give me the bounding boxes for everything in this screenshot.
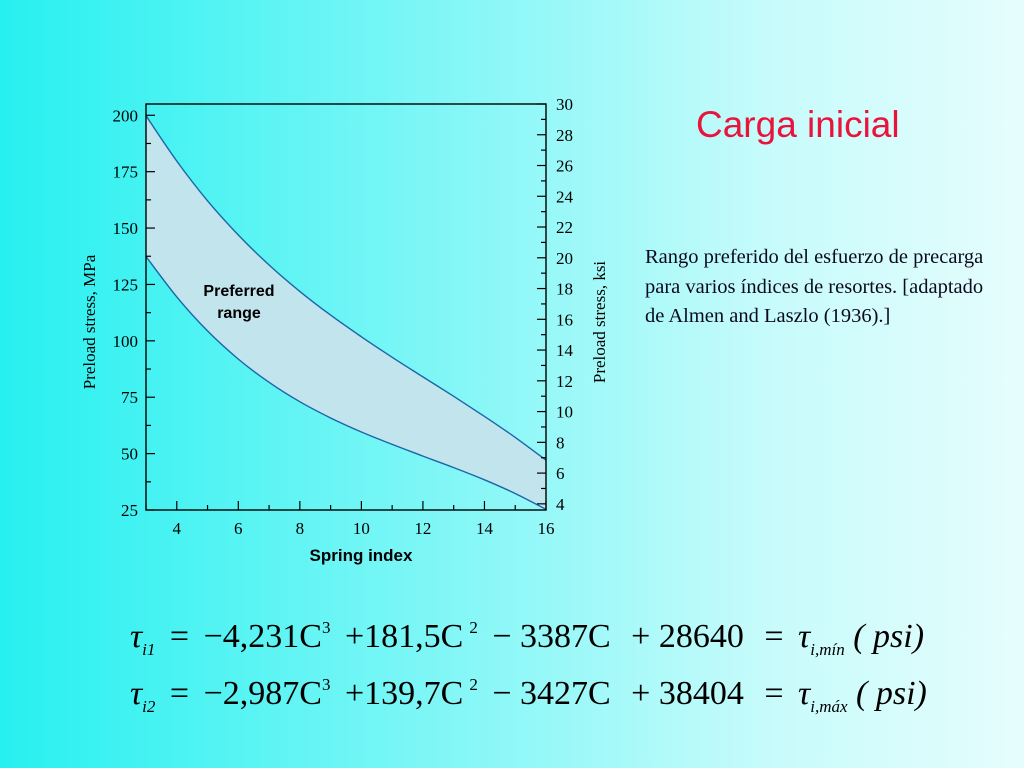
y-right-tick-label: 24 <box>556 187 574 206</box>
eq2-tau-sub: i2 <box>142 697 156 716</box>
eq2-tau-rhs-sub: i,máx <box>810 697 848 716</box>
eq1-tau: τ <box>130 618 143 655</box>
eq2-equals: = <box>169 675 190 712</box>
eq1-unit: ( psi) <box>853 618 925 655</box>
eq1-constant-term: + 28640 <box>631 618 744 655</box>
eq1-square-power: 2 <box>469 618 478 637</box>
x-tick-label: 10 <box>353 519 370 538</box>
x-tick-label: 14 <box>476 519 494 538</box>
x-tick-label: 16 <box>538 519 555 538</box>
eq2-constant-term: + 38404 <box>631 675 744 712</box>
x-axis-label: Spring index <box>310 546 414 565</box>
y-right-tick-label: 12 <box>556 372 573 391</box>
eq1-tau-sub: i1 <box>142 640 156 659</box>
eq1-equals-2: = <box>764 618 784 655</box>
eq1-tau-rhs: τ <box>798 618 811 655</box>
preload-stress-chart: 4 6 8 10 12 14 16 25 50 75 100 125 150 175 200 4 6 8 10 1… <box>80 95 609 565</box>
equation-tau-i1: τi1 = −4,231C3 +181,5C 2 − 3387C + 28640 … <box>130 618 924 660</box>
y-right-tick-label: 6 <box>556 464 565 483</box>
plot-frame <box>145 103 547 511</box>
eq2-square-term: +139,7C <box>344 675 464 712</box>
x-axis: 4 6 8 10 12 14 16 <box>145 501 555 538</box>
annotation-line-2: range <box>217 305 261 322</box>
plot-area <box>145 103 547 511</box>
y-right-tick-label: 20 <box>556 249 573 268</box>
upper-curve-line <box>145 115 547 461</box>
y-right-tick-label: 18 <box>556 280 573 299</box>
x-tick-label: 6 <box>234 519 243 538</box>
y-tick-label: 25 <box>121 501 138 520</box>
y-right-tick-label: 30 <box>556 95 573 114</box>
y-axis-right: 4 6 8 10 12 14 16 18 20 22 24 26 28 30 <box>537 95 574 514</box>
y-tick-label: 200 <box>113 106 139 125</box>
eq2-cubic-term: −2,987C <box>203 675 322 712</box>
equation-tau-i2: τi2 = −2,987C3 +139,7C 2 − 3427C + 38404 … <box>130 675 927 717</box>
slide-title: Carga inicial <box>696 104 900 145</box>
eq1-cubic-term: −4,231C <box>203 618 322 655</box>
eq1-square-term: +181,5C <box>344 618 464 655</box>
y-tick-label: 50 <box>121 445 138 464</box>
eq2-tau: τ <box>130 675 143 712</box>
eq2-tau-rhs: τ <box>798 675 811 712</box>
y-right-tick-label: 8 <box>556 433 565 452</box>
eq1-tau-rhs-sub: i,mín <box>810 640 845 659</box>
y-tick-label: 100 <box>113 332 139 351</box>
y-tick-label: 175 <box>113 163 139 182</box>
y-axis-left: 25 50 75 100 125 150 175 200 <box>113 106 155 520</box>
y-right-tick-label: 14 <box>556 341 574 360</box>
y-tick-label: 125 <box>113 275 139 294</box>
eq1-equals: = <box>169 618 190 655</box>
x-tick-label: 4 <box>173 519 182 538</box>
preferred-range-band <box>146 115 546 510</box>
y-axis-label-right: Preload stress, ksi <box>590 261 609 384</box>
y-tick-label: 75 <box>121 388 138 407</box>
eq2-equals-2: = <box>764 675 784 712</box>
y-right-tick-label: 10 <box>556 403 573 422</box>
eq1-linear-term: − 3387C <box>492 618 611 655</box>
eq2-linear-term: − 3427C <box>492 675 611 712</box>
lower-curve-line <box>145 256 547 510</box>
y-right-tick-label: 16 <box>556 310 573 329</box>
x-tick-label: 12 <box>414 519 431 538</box>
eq1-cubic-power: 3 <box>321 618 331 637</box>
y-right-tick-label: 4 <box>556 495 565 514</box>
y-axis-label-left: Preload stress, MPa <box>80 254 99 389</box>
y-tick-label: 150 <box>113 219 139 238</box>
annotation-line-1: Preferred <box>203 283 274 300</box>
eq2-square-power: 2 <box>469 675 478 694</box>
eq2-unit: ( psi) <box>856 675 927 712</box>
figure-caption: Rango preferido del esfuerzo de precarga… <box>645 246 984 327</box>
y-right-tick-label: 28 <box>556 126 573 145</box>
y-right-tick-label: 26 <box>556 157 573 176</box>
eq2-cubic-power: 3 <box>321 675 331 694</box>
x-tick-label: 8 <box>296 519 305 538</box>
y-right-tick-label: 22 <box>556 218 573 237</box>
